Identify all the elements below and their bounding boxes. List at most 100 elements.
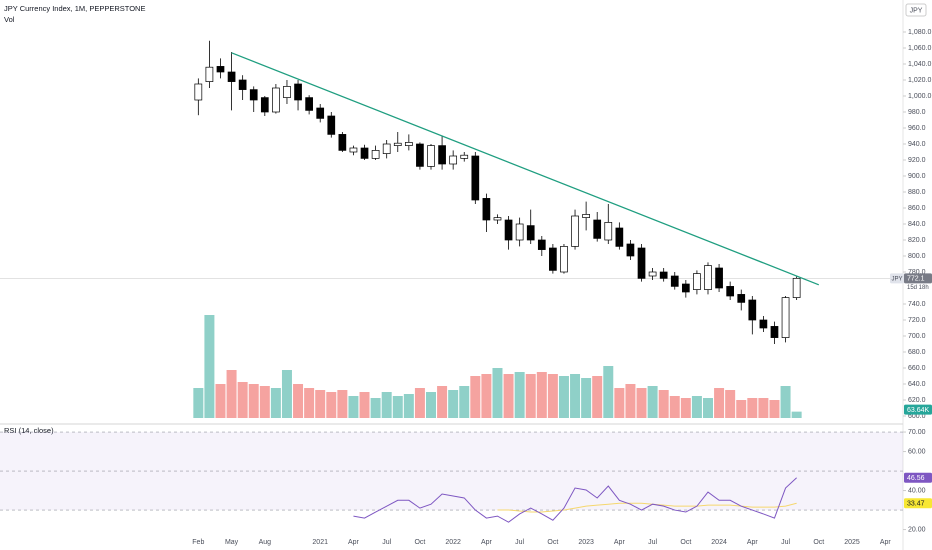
volume-bar [348, 396, 359, 418]
candle-body [460, 154, 469, 159]
y-tick-label: 700.0 [908, 333, 926, 340]
candle-body [748, 299, 757, 321]
candle-body [604, 222, 613, 241]
y-tick-label: 680.0 [908, 349, 926, 356]
rsi-y-tick-label: 20.00 [908, 526, 926, 533]
y-tick-label: 740.0 [908, 301, 926, 308]
y-tick-label: 960.0 [908, 125, 926, 132]
symbol-tag-box [890, 273, 904, 284]
y-tick-label: 640.0 [908, 381, 926, 388]
y-tick-label: 1,000.0 [908, 93, 931, 100]
volume-bar [226, 370, 237, 418]
x-tick-label: Oct [414, 539, 425, 546]
candle-body [737, 294, 746, 303]
candle-body [582, 214, 590, 218]
volume-bar [758, 398, 769, 418]
volume-bar [193, 388, 204, 418]
volume-bar [603, 366, 614, 418]
rsi-line [353, 477, 797, 523]
volume-bar [614, 388, 625, 418]
candle-body [404, 142, 413, 146]
candle-body [471, 155, 480, 201]
candle-body [560, 246, 568, 273]
candle-body [316, 107, 325, 119]
volume-bar [736, 400, 747, 418]
volume-bar [414, 388, 425, 418]
volume-bar [370, 398, 381, 418]
y-tick-label: 860.0 [908, 205, 926, 212]
candle-body [549, 247, 557, 271]
candle-body [704, 265, 712, 290]
volume-bar [293, 384, 304, 418]
y-tick-label: 1,040.0 [908, 61, 931, 68]
candle-body [438, 145, 446, 165]
volume-bar [492, 368, 503, 418]
candle-body [615, 227, 624, 247]
volume-bar [658, 390, 669, 418]
y-tick-label: 980.0 [908, 109, 926, 116]
rsi-title: RSI (14, close) [4, 426, 54, 435]
volume-bar [547, 374, 558, 418]
candle-body [349, 147, 358, 153]
candle-body [493, 217, 502, 221]
candle-body [260, 97, 269, 113]
candle-body [670, 275, 679, 287]
x-tick-label: Oct [813, 539, 824, 546]
candle-body [305, 97, 313, 111]
volume-bar [470, 376, 481, 418]
last-price: 772.1 [907, 276, 925, 283]
x-tick-label: Aug [259, 539, 272, 546]
volume-bar [381, 392, 392, 418]
volume-label: 63.64K [907, 407, 930, 414]
volume-bar [459, 386, 470, 418]
y-tick-label: 880.0 [908, 189, 926, 196]
y-tick-label: 840.0 [908, 221, 926, 228]
countdown: 15d 18h [907, 285, 929, 291]
y-tick-label: 780.0 [908, 269, 926, 276]
volume-bar [392, 396, 403, 418]
volume-label-box [904, 404, 932, 415]
y-tick-label: 900.0 [908, 173, 926, 180]
rsi-ma-value: 33.47 [907, 501, 925, 508]
candle-body [416, 143, 424, 167]
candle-body [227, 71, 236, 82]
candle-body [693, 273, 701, 290]
symbol-box[interactable] [905, 3, 927, 17]
volume-bar [337, 390, 348, 418]
symbol[interactable]: JPY [910, 7, 923, 14]
x-tick-label: Apr [614, 539, 626, 546]
y-tick-label: 620.0 [908, 397, 926, 404]
x-tick-label: 2025 [844, 539, 860, 546]
candle-body [593, 219, 602, 239]
candle-body [382, 143, 391, 154]
candle-body [216, 66, 225, 73]
volume-bar [237, 382, 248, 418]
candle-body [360, 147, 369, 159]
volume-bar [248, 384, 259, 418]
volume-bar [747, 398, 758, 418]
candle-body [205, 66, 214, 82]
chart-title: JPY Currency Index, 1M, PEPPERSTONE [4, 4, 145, 13]
x-tick-label: 2022 [445, 539, 461, 546]
candle-body [681, 283, 690, 293]
y-tick-label: 720.0 [908, 317, 926, 324]
rsi-y-tick-label: 40.00 [908, 487, 926, 494]
rsi-ma-value-box [904, 498, 932, 509]
volume-bar [503, 374, 514, 418]
rsi-y-tick-label: 60.00 [908, 448, 926, 455]
x-tick-label: Jul [382, 539, 391, 546]
candle-body [648, 271, 657, 277]
x-tick-label: Feb [192, 539, 204, 546]
x-tick-label: Apr [348, 539, 360, 546]
volume-bar [536, 372, 547, 418]
volume-bar [359, 392, 370, 418]
x-tick-label: 2024 [711, 539, 727, 546]
rsi-value: 46.56 [907, 475, 925, 482]
volume-bar [481, 374, 492, 418]
volume-bar [647, 386, 658, 418]
volume-bar [691, 396, 702, 418]
x-tick-label: May [225, 539, 239, 546]
x-tick-label: 2021 [312, 539, 328, 546]
volume-bar [426, 392, 437, 418]
